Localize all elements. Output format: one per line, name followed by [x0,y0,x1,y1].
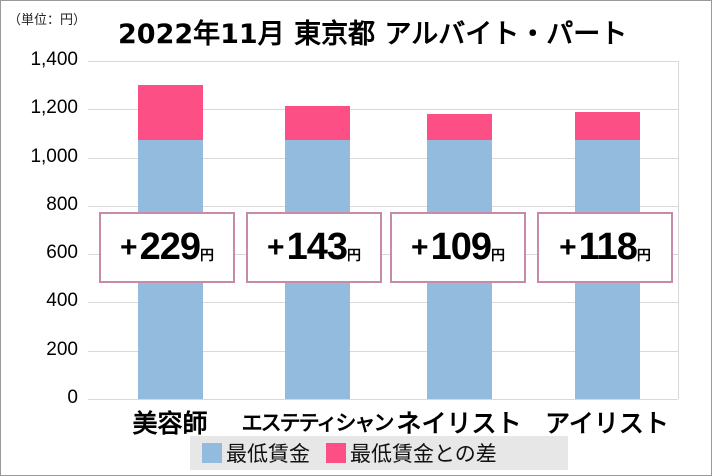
legend-label: 最低賃金 [226,442,310,466]
x-tick-label: 美容師 [132,409,208,438]
gridline [88,61,678,62]
plus-sign: + [559,230,577,264]
yen-unit: 円 [346,248,361,264]
unit-label: （単位：円） [8,13,87,28]
y-tick-label: 1,000 [30,145,78,167]
yen-unit: 円 [199,248,214,264]
x-tick-label: アイリスト [545,409,669,438]
gridline [88,157,678,159]
y-tick-label: 1,400 [30,49,78,70]
difference-label-box: +143 円 [246,212,382,283]
plus-sign: + [411,230,429,264]
plus-sign: + [120,230,138,264]
difference-value: 229 [139,226,201,268]
difference-label-box: +229 円 [99,212,235,283]
gridline [88,302,678,304]
yen-unit: 円 [636,248,651,264]
bar-segment-difference [285,105,350,141]
x-tick-label: ネイリスト [396,409,522,438]
y-tick-label: 600 [46,242,78,264]
legend-label: 最低賃金との差 [350,442,497,466]
bar-segment-difference [575,111,640,141]
difference-label-box: +118 円 [537,212,673,283]
difference-value: 143 [286,226,348,268]
bar-segment-difference [138,84,203,141]
chart-title: 2022年11月 東京都 アルバイト・パート [118,19,628,50]
gridline [88,399,678,400]
yen-unit: 円 [490,248,505,264]
y-tick-label: 800 [46,193,78,215]
legend-swatch-blue [202,443,222,463]
difference-value: 109 [430,226,492,268]
y-tick-label: 200 [46,338,78,360]
y-tick-label: 1,200 [30,97,78,119]
y-tick-label: 400 [46,290,78,312]
legend-item-difference: 最低賃金との差 [326,438,497,468]
legend-swatch-pink [326,443,346,463]
y-tick-label: 0 [67,387,78,408]
difference-value: 118 [578,226,638,268]
difference-label-box: +109 円 [390,212,526,283]
legend-item-min-wage: 最低賃金 [202,438,310,468]
legend: 最低賃金 最低賃金との差 [190,436,568,470]
bar-segment-difference [427,113,492,141]
gridline [88,350,678,352]
gridline [88,205,678,207]
gridline [88,109,678,111]
x-tick-label: エステティシャン [241,411,395,435]
gridline [88,254,678,256]
plus-sign: + [267,230,285,264]
